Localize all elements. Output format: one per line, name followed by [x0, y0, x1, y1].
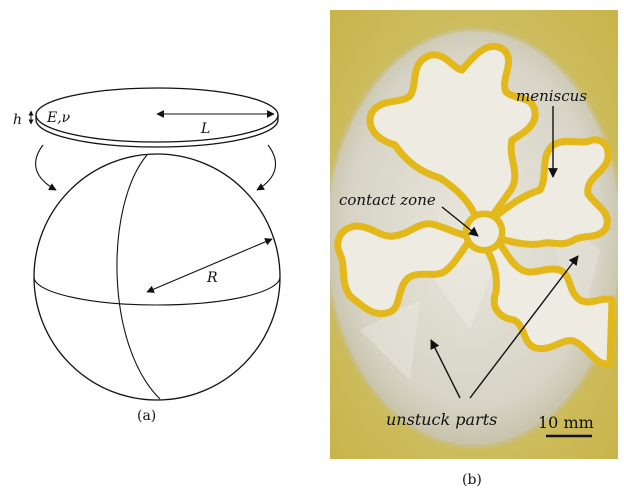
right-curved-arrow [256, 144, 277, 191]
l-label: L [200, 121, 210, 137]
h-label: h [13, 112, 22, 128]
caption-a: (a) [137, 408, 156, 424]
panel-a: h E,ν L R (a) [13, 87, 281, 424]
r-label: R [206, 270, 218, 286]
contact-zone-arrow [441, 206, 479, 237]
scale-bar-label: 10 mm [538, 413, 594, 432]
contact-zone-label: contact zone [339, 191, 436, 209]
panel-b: meniscus contact zone unstuck parts 10 m… [330, 10, 618, 488]
meniscus-label: meniscus [516, 87, 587, 105]
r-arrow [146, 238, 273, 293]
unstuck-arrow-left [430, 339, 461, 399]
unstuck-parts-label: unstuck parts [386, 410, 497, 429]
left-curved-arrow [35, 144, 57, 191]
sphere-drawing [33, 153, 281, 401]
caption-b: (b) [462, 472, 482, 488]
plate-meniscus-shape [334, 42, 616, 368]
e-nu-label: E,ν [46, 110, 71, 126]
unstuck-arrow-right [469, 255, 579, 399]
plate-drawing [35, 87, 279, 148]
